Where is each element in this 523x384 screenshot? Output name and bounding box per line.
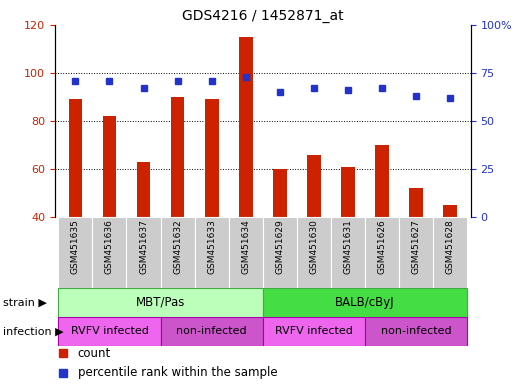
Bar xyxy=(341,167,355,217)
Bar xyxy=(93,217,127,288)
Bar xyxy=(127,217,161,288)
Text: RVFV infected: RVFV infected xyxy=(275,326,353,336)
Bar xyxy=(59,217,93,288)
Text: strain ▶: strain ▶ xyxy=(3,297,47,308)
Bar xyxy=(365,317,467,346)
Bar xyxy=(195,217,229,288)
Text: count: count xyxy=(78,347,111,360)
Text: GSM451632: GSM451632 xyxy=(173,219,182,274)
Bar xyxy=(410,188,423,217)
Text: BALB/cByJ: BALB/cByJ xyxy=(335,296,395,309)
Title: GDS4216 / 1452871_at: GDS4216 / 1452871_at xyxy=(182,8,344,23)
Text: GSM451633: GSM451633 xyxy=(207,219,216,274)
Text: percentile rank within the sample: percentile rank within the sample xyxy=(78,366,277,379)
Bar xyxy=(444,205,457,217)
Text: GSM451631: GSM451631 xyxy=(344,219,353,274)
Bar xyxy=(263,288,467,317)
Bar xyxy=(137,162,150,217)
Text: GSM451636: GSM451636 xyxy=(105,219,114,274)
Bar xyxy=(59,288,263,317)
Text: GSM451630: GSM451630 xyxy=(310,219,319,274)
Text: RVFV infected: RVFV infected xyxy=(71,326,149,336)
Bar xyxy=(161,317,263,346)
Text: non-infected: non-infected xyxy=(381,326,451,336)
Text: MBT/Pas: MBT/Pas xyxy=(136,296,185,309)
Bar xyxy=(263,317,365,346)
Bar xyxy=(376,145,389,217)
Text: GSM451635: GSM451635 xyxy=(71,219,80,274)
Text: infection ▶: infection ▶ xyxy=(3,326,63,336)
Bar xyxy=(59,317,161,346)
Bar xyxy=(433,217,467,288)
Bar xyxy=(365,217,399,288)
Bar xyxy=(161,217,195,288)
Bar xyxy=(263,217,297,288)
Bar xyxy=(331,217,365,288)
Bar xyxy=(307,155,321,217)
Bar xyxy=(273,169,287,217)
Bar xyxy=(239,37,253,217)
Text: GSM451637: GSM451637 xyxy=(139,219,148,274)
Bar xyxy=(171,97,185,217)
Text: non-infected: non-infected xyxy=(176,326,247,336)
Text: GSM451634: GSM451634 xyxy=(241,219,251,274)
Text: GSM451629: GSM451629 xyxy=(275,219,285,274)
Text: GSM451626: GSM451626 xyxy=(378,219,386,274)
Bar xyxy=(205,99,219,217)
Bar xyxy=(399,217,433,288)
Bar xyxy=(103,116,116,217)
Bar xyxy=(297,217,331,288)
Text: GSM451628: GSM451628 xyxy=(446,219,455,274)
Bar xyxy=(229,217,263,288)
Bar xyxy=(69,99,82,217)
Text: GSM451627: GSM451627 xyxy=(412,219,420,274)
